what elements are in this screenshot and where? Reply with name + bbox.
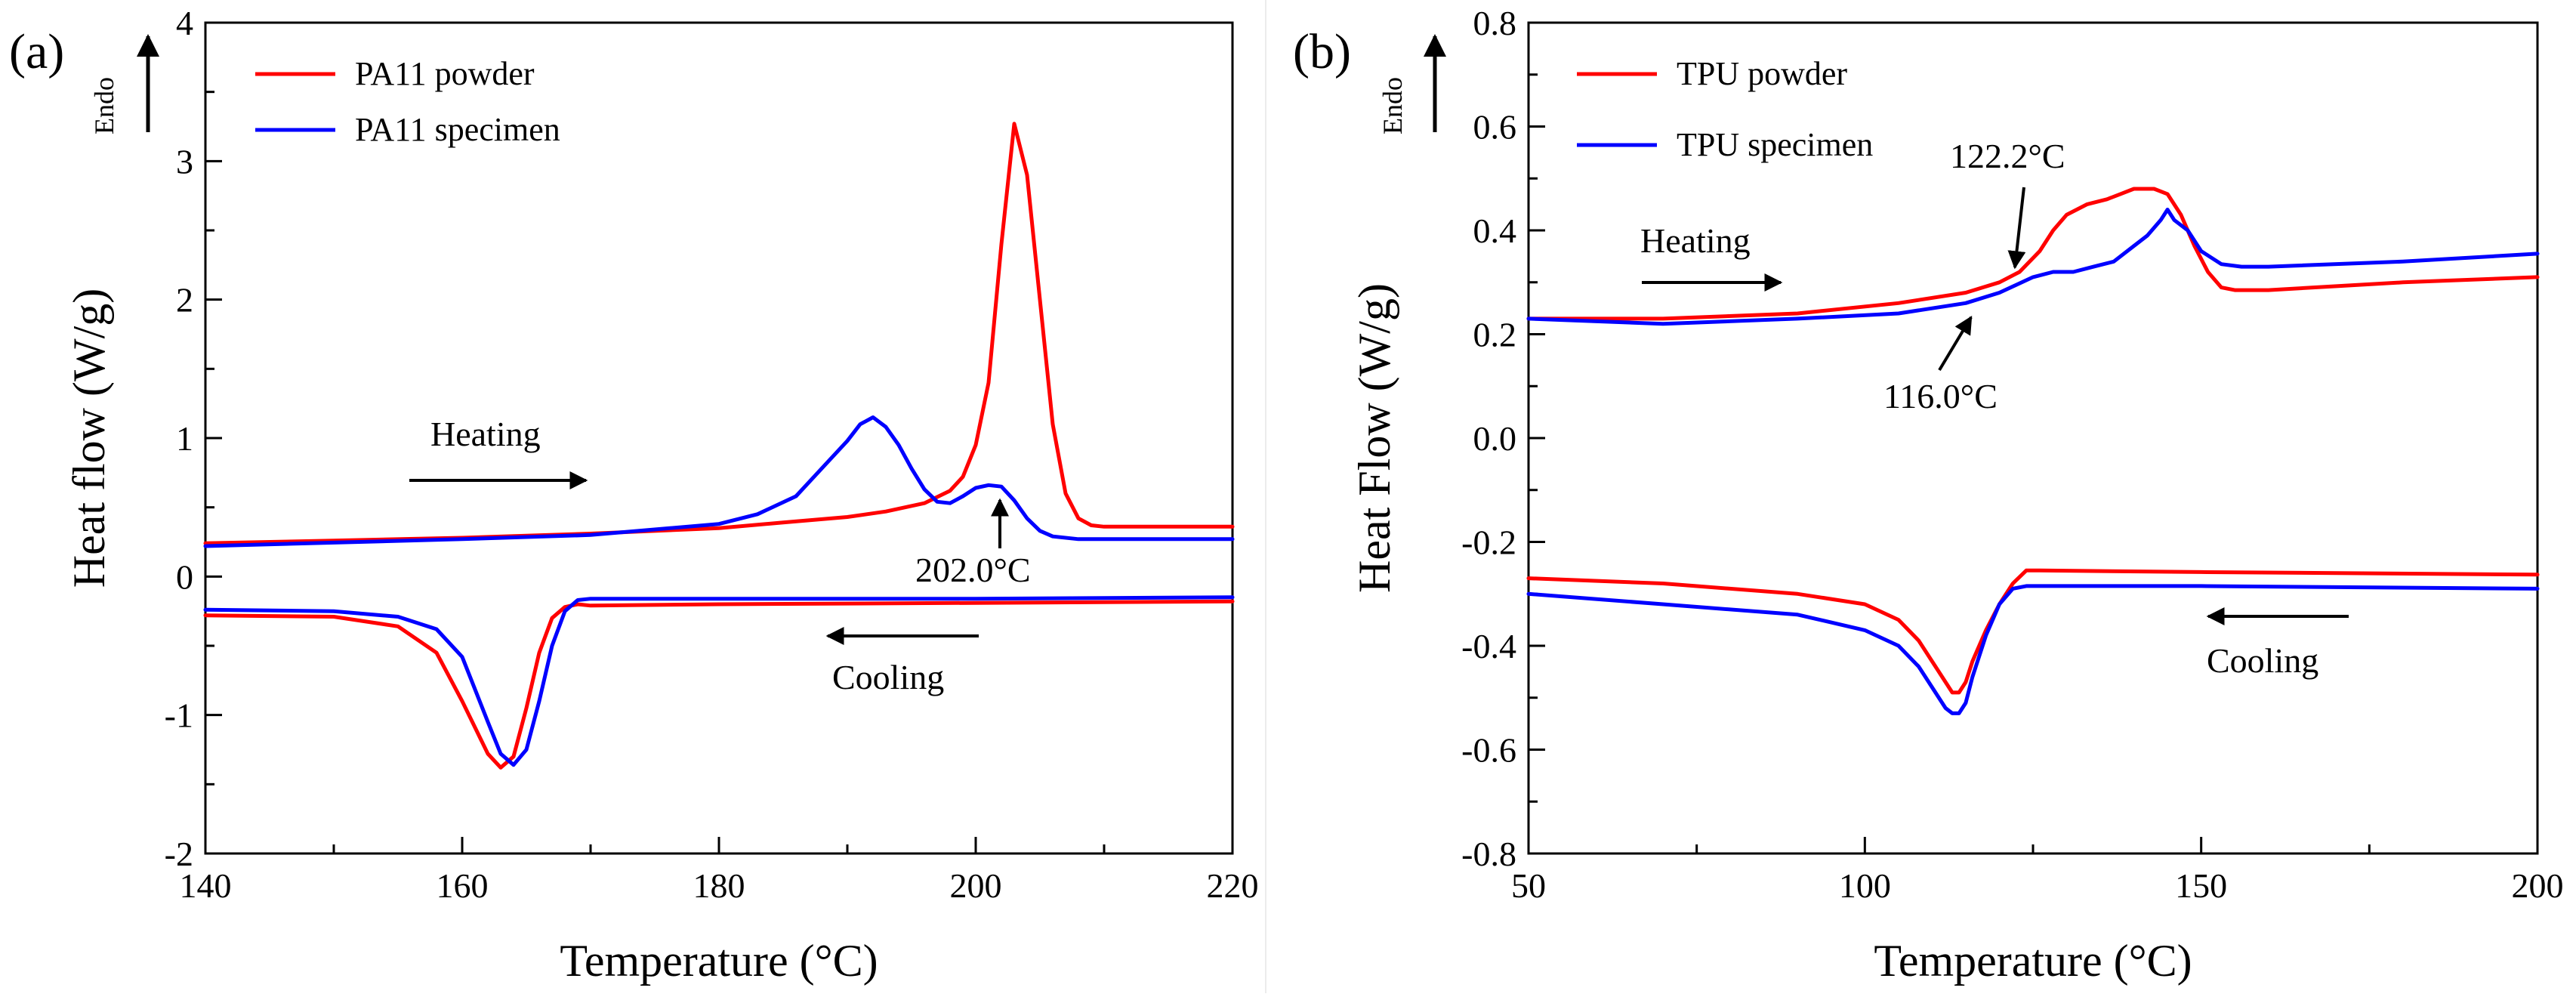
b-y-tick-label: -0.8	[1461, 835, 1516, 873]
b-y-tick-label: 0.0	[1473, 419, 1517, 458]
legend-label-tpu-specimen: TPU specimen	[1677, 126, 1873, 163]
a-x-tick-label: 200	[950, 866, 1002, 905]
series-pa11-specimen-cooling	[203, 595, 1235, 767]
b-y-tick-label: 0.8	[1473, 4, 1517, 42]
b-x-tick-label: 200	[2512, 866, 2564, 905]
panel-b-onset1-label: 122.2°C	[1950, 137, 2065, 175]
series-tpu-specimen-heating	[1526, 208, 2540, 326]
panel-b-onset2-arrow	[1938, 315, 1973, 372]
panel-a-endo-label: Endo	[89, 77, 119, 134]
panel-a-heating-label: Heating	[430, 415, 541, 453]
panel-b-y-axis-title: Heat Flow (W/g)	[1350, 283, 1399, 593]
panel-b-onset2-label: 116.0°C	[1883, 377, 1998, 415]
b-x-tick-label: 50	[1511, 866, 1546, 905]
a-x-tick-label: 180	[693, 866, 745, 905]
legend-label-pa11-powder: PA11 powder	[355, 55, 535, 92]
panel-a-y-axis-title: Heat flow (W/g)	[64, 289, 114, 588]
a-y-tick-label: -1	[165, 696, 193, 735]
series-pa11-powder-heating	[203, 122, 1235, 545]
b-y-tick-label: -0.6	[1461, 731, 1516, 770]
a-y-tick-label: 1	[176, 419, 193, 458]
series-tpu-powder-heating	[1526, 187, 2540, 321]
panel-b-legend: TPU powder TPU specimen	[1577, 55, 1873, 163]
panel-a-curves	[203, 122, 1235, 770]
a-x-tick-label: 160	[437, 866, 489, 905]
panel-b: (b) Endo 50 100 150 200 -0.8 -0.6 -0.4 -0.2 0.0 0…	[1293, 4, 2564, 986]
legend-label-pa11-specimen: PA11 specimen	[355, 111, 560, 148]
a-y-tick-label: 0	[176, 557, 193, 596]
panel-b-onset1-arrow	[2007, 187, 2026, 270]
panel-b-x-axis-title: Temperature (°C)	[1874, 936, 2192, 986]
a-x-tick-label: 220	[1207, 866, 1259, 905]
panel-a-label: (a)	[9, 24, 64, 79]
panel-a-peak-label: 202.0°C	[915, 551, 1031, 589]
panel-b-cooling-label: Cooling	[2207, 641, 2318, 680]
series-pa11-specimen-heating	[203, 415, 1235, 548]
panel-a: (a) Endo 140 160 180 200 220 -2 -1 0 1 2 3 4 PA11 p…	[9, 4, 1259, 986]
a-y-tick-label: 4	[176, 4, 193, 42]
b-y-tick-label: -0.2	[1461, 523, 1516, 562]
series-tpu-powder-cooling	[1526, 568, 2540, 695]
a-x-tick-label: 140	[180, 866, 232, 905]
series-tpu-specimen-cooling	[1526, 584, 2540, 715]
b-x-tick-label: 100	[1839, 866, 1891, 905]
b-y-tick-label: 0.2	[1473, 316, 1517, 354]
panel-a-legend: PA11 powder PA11 specimen	[255, 55, 560, 148]
a-y-tick-label: 2	[176, 281, 193, 319]
a-y-tick-label: -2	[165, 835, 193, 873]
b-y-tick-label: 0.4	[1473, 211, 1517, 250]
legend-label-tpu-powder: TPU powder	[1677, 55, 1847, 92]
panel-b-heating-label: Heating	[1640, 221, 1751, 260]
series-pa11-powder-cooling	[203, 599, 1235, 770]
panel-b-curves	[1526, 187, 2540, 715]
panel-a-cooling-label: Cooling	[832, 658, 944, 696]
panel-a-x-axis-title: Temperature (°C)	[560, 936, 878, 986]
panel-b-ticks: 50 100 150 200 -0.8 -0.6 -0.4 -0.2 0.0 0.2 0.4 0.6 0…	[1461, 4, 2563, 905]
b-x-tick-label: 150	[2175, 866, 2227, 905]
b-y-tick-label: -0.4	[1461, 627, 1516, 665]
panel-b-endo-label: Endo	[1377, 77, 1408, 134]
panel-a-ticks: 140 160 180 200 220 -2 -1 0 1 2 3 4	[165, 4, 1259, 905]
a-y-tick-label: 3	[176, 142, 193, 181]
panel-b-label: (b)	[1293, 24, 1351, 79]
b-y-tick-label: 0.6	[1473, 108, 1517, 147]
